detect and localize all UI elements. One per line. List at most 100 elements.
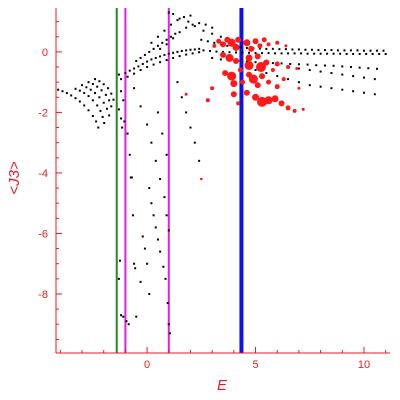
black-point	[133, 87, 136, 90]
red-point	[285, 105, 291, 111]
black-point	[98, 80, 101, 83]
black-point	[332, 52, 335, 55]
black-point	[128, 69, 131, 72]
black-point	[159, 61, 162, 64]
vertical-lines-layer	[115, 8, 244, 353]
black-point	[198, 22, 201, 25]
y-tick-label: -6	[38, 228, 48, 240]
y-tick-label: -8	[38, 289, 48, 301]
red-point	[245, 54, 253, 62]
black-point	[254, 61, 257, 64]
black-point	[117, 73, 120, 76]
black-point	[174, 32, 177, 35]
black-point	[169, 23, 172, 26]
red-point	[257, 96, 268, 107]
black-point	[61, 90, 64, 93]
red-point	[244, 61, 254, 70]
black-points-layer	[57, 11, 387, 335]
black-point	[78, 100, 81, 103]
black-point	[126, 75, 129, 78]
black-point	[163, 53, 166, 56]
black-point	[156, 238, 159, 241]
black-point	[100, 89, 103, 92]
black-point	[189, 48, 192, 51]
black-point	[154, 56, 157, 59]
black-point	[193, 25, 196, 28]
black-point	[139, 69, 142, 72]
black-point	[341, 73, 344, 76]
black-point	[81, 84, 84, 87]
black-point	[297, 81, 300, 84]
black-point	[150, 41, 153, 44]
red-point	[237, 67, 243, 73]
black-point	[165, 153, 168, 156]
black-point	[126, 132, 129, 135]
black-point	[148, 187, 151, 190]
red-point	[257, 43, 263, 49]
red-point	[235, 36, 242, 43]
red-point	[240, 79, 246, 85]
black-point	[134, 267, 137, 270]
black-point	[375, 67, 378, 70]
black-point	[172, 56, 175, 59]
black-point	[87, 95, 90, 98]
black-point	[206, 40, 209, 43]
red-point	[261, 37, 267, 43]
black-point	[271, 47, 274, 50]
black-point	[120, 314, 123, 317]
black-point	[125, 320, 128, 323]
black-point	[176, 81, 179, 84]
black-point	[180, 49, 183, 52]
red-point	[297, 86, 301, 90]
red-point	[200, 177, 203, 181]
black-point	[319, 52, 322, 55]
black-point	[332, 64, 335, 67]
black-point	[191, 52, 194, 55]
red-point	[286, 65, 291, 70]
black-point	[165, 59, 168, 62]
black-point	[165, 38, 168, 41]
x-tick-label: 0	[144, 359, 150, 371]
x-tick-label: 10	[358, 359, 370, 371]
black-point	[211, 26, 214, 29]
black-point	[94, 78, 97, 81]
red-point	[184, 92, 188, 96]
black-point	[308, 69, 311, 72]
black-point	[352, 90, 355, 93]
black-point	[261, 52, 264, 55]
black-point	[122, 315, 125, 318]
black-point	[211, 32, 214, 35]
black-point	[182, 16, 185, 19]
y-tick-label: 0	[42, 47, 48, 59]
black-point	[280, 62, 283, 65]
black-point	[85, 86, 88, 89]
black-point	[222, 50, 224, 53]
black-point	[369, 49, 372, 52]
black-point	[339, 52, 342, 55]
black-point	[102, 101, 105, 104]
black-point	[156, 111, 159, 114]
black-point	[245, 46, 248, 49]
black-point	[129, 176, 132, 179]
black-point	[287, 52, 290, 55]
black-point	[213, 41, 216, 44]
red-point	[266, 79, 272, 85]
x-axis-title: E	[217, 377, 228, 394]
black-point	[154, 226, 157, 229]
black-point	[362, 49, 365, 52]
red-point	[243, 39, 251, 47]
black-point	[215, 50, 218, 53]
black-point	[187, 20, 190, 23]
black-point	[276, 75, 279, 78]
black-point	[65, 92, 68, 95]
black-point	[150, 202, 153, 205]
black-point	[185, 26, 188, 29]
black-point	[156, 35, 159, 38]
black-point	[172, 13, 175, 16]
black-point	[204, 23, 207, 26]
black-point	[178, 31, 181, 34]
black-point	[304, 48, 307, 51]
y-axis-title: <J3>	[6, 161, 23, 195]
black-point	[135, 59, 138, 62]
black-point	[326, 52, 329, 55]
